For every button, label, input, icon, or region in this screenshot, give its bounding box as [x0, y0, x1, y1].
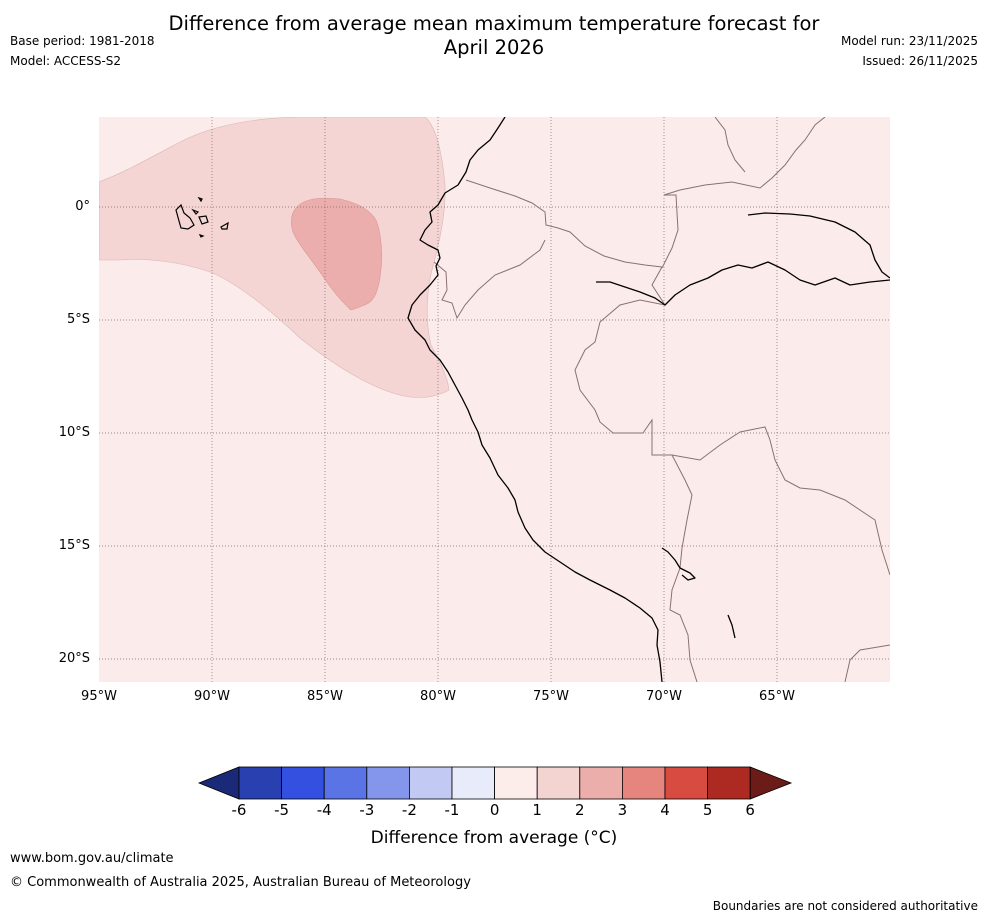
colorbar-tick-label: 5	[702, 801, 713, 819]
colorbar-segment	[451, 766, 495, 800]
coastlines	[407, 117, 890, 682]
colorbar-tick-label: 6	[745, 801, 755, 819]
colorbar-segment	[238, 766, 282, 800]
meta-right: Model run: 23/11/2025 Issued: 26/11/2025	[841, 31, 978, 71]
colorbar-tick-label: 1	[532, 801, 542, 819]
border-peru-brazil	[574, 299, 693, 549]
border-colombia-east	[661, 194, 679, 269]
colorbar-segment	[664, 766, 708, 800]
colorbar-segment	[536, 766, 581, 800]
lon-label-95w: 95°W	[81, 689, 117, 704]
galapagos-islands	[175, 196, 229, 238]
colorbar-segment	[408, 766, 453, 800]
colorbar-extend-low	[197, 766, 240, 800]
lon-label-65w: 65°W	[759, 689, 795, 704]
border-bolivia-brazil	[671, 426, 890, 576]
colorbar-tick-label: -2	[401, 801, 417, 819]
colorbar-segment	[323, 766, 368, 800]
island-genovesa	[197, 196, 203, 203]
island-santa-cruz	[198, 215, 209, 225]
colorbar-tick-label: -1	[444, 801, 460, 819]
island-isabela	[175, 203, 195, 230]
colorbar-tick-label: 3	[617, 801, 628, 819]
lat-label-20s: 20°S	[58, 651, 90, 666]
border-ecuador-peru	[433, 239, 546, 320]
lat-label-10s: 10°S	[58, 425, 90, 440]
border-peru-bolivia	[669, 547, 698, 682]
colorbar-tick-label: 0	[489, 801, 500, 819]
lat-label-0: 0°	[75, 199, 90, 214]
border-venezuela-guyana	[714, 117, 746, 173]
colorbar-segment	[622, 766, 666, 800]
border-colombia-venezuela	[663, 117, 826, 196]
colorbar-segment	[366, 766, 410, 800]
colorbar-segments	[197, 766, 793, 800]
colorbar-tick-label: -4	[316, 801, 332, 819]
colorbar-tick-label: -3	[359, 801, 375, 819]
website-link[interactable]: www.bom.gov.au/climate	[10, 851, 174, 866]
title-line-2: April 2026	[443, 36, 545, 59]
colorbar-title: Difference from average (°C)	[370, 828, 618, 848]
colorbar-segment	[579, 766, 623, 800]
colorbar-segment	[494, 766, 538, 800]
title-line-1: Difference from average mean maximum tem…	[168, 12, 820, 35]
graticule	[99, 117, 890, 682]
disclaimer-text: Boundaries are not considered authoritat…	[712, 899, 978, 913]
border-bolivia-paraguay	[844, 644, 890, 682]
issued-date: Issued: 26/11/2025	[862, 54, 978, 68]
river-amazon	[596, 261, 890, 306]
lon-label-90w: 90°W	[194, 689, 230, 704]
island-santiago	[191, 208, 200, 215]
colorbar-tick-label: 2	[575, 801, 585, 819]
border-colombia-ecuador-peru	[465, 179, 663, 268]
country-borders	[433, 117, 890, 682]
lake-poopo	[727, 614, 736, 639]
island-floreana	[198, 233, 205, 238]
anomaly-region-2-3	[291, 197, 382, 311]
model-name: Model: ACCESS-S2	[10, 54, 122, 68]
lon-label-85w: 85°W	[307, 689, 343, 704]
lat-label-5s: 5°S	[66, 312, 90, 327]
colorbar-extend-high	[749, 766, 793, 800]
island-san-cristobal	[220, 221, 229, 230]
colorbar-segment	[281, 766, 325, 800]
lon-label-75w: 75°W	[533, 689, 569, 704]
anomaly-region-1-2	[99, 117, 450, 398]
base-period: Base period: 1981-2018	[10, 34, 155, 48]
colorbar-tick-label: 4	[660, 801, 670, 819]
coastline-pacific	[407, 117, 663, 682]
model-run: Model run: 23/11/2025	[840, 34, 978, 48]
colorbar-tick-label: -6	[231, 801, 247, 819]
lon-label-70w: 70°W	[646, 689, 682, 704]
lon-label-80w: 80°W	[420, 689, 456, 704]
lake-titicaca	[661, 547, 696, 581]
colorbar-tick-label: -5	[274, 801, 290, 819]
lat-label-15s: 15°S	[58, 538, 90, 553]
meta-left: Base period: 1981-2018 Model: ACCESS-S2	[10, 31, 155, 71]
copyright-text: © Commonwealth of Australia 2025, Austra…	[10, 875, 471, 890]
river-negro	[747, 212, 890, 279]
colorbar-segment	[707, 766, 751, 800]
chart-title: Difference from average mean maximum tem…	[0, 12, 988, 60]
